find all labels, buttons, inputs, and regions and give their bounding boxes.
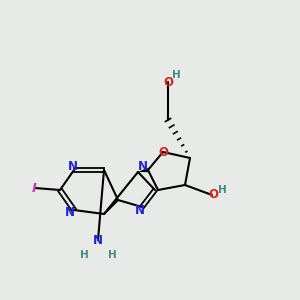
Text: N: N (65, 206, 75, 218)
Text: H: H (172, 70, 180, 80)
Text: I: I (32, 182, 36, 194)
Text: H: H (80, 250, 88, 260)
Polygon shape (138, 168, 148, 172)
Text: N: N (138, 160, 148, 173)
Text: O: O (158, 146, 168, 158)
Text: O: O (208, 188, 218, 202)
Text: N: N (68, 160, 78, 173)
Text: N: N (135, 203, 145, 217)
Text: H: H (108, 250, 116, 260)
Text: N: N (93, 233, 103, 247)
Text: O: O (163, 76, 173, 88)
Text: H: H (218, 185, 226, 195)
